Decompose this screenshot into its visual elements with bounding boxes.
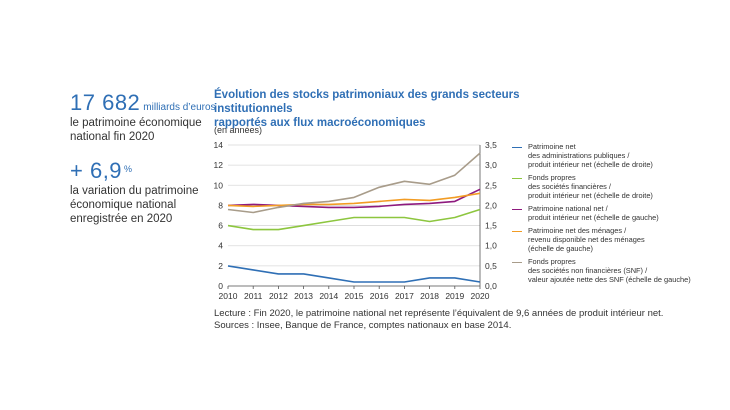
chart-sources: Sources : Insee, Banque de France, compt… (214, 320, 512, 331)
x-tick-label: 2015 (345, 291, 364, 301)
chart-footer: Lecture : Fin 2020, le patrimoine nation… (214, 308, 663, 332)
legend-item-2: Patrimoine national net / produit intéri… (512, 204, 722, 222)
legend-label: Patrimoine net des ménages / revenu disp… (528, 226, 645, 253)
kpi-unit: milliards d’euros (143, 102, 216, 113)
chart-title-line: rapportés aux flux macroéconomiques (214, 117, 426, 129)
legend-swatch (512, 231, 522, 232)
x-tick-label: 2012 (269, 291, 288, 301)
kpi-variation: + 6,9% la variation du patrimoine économ… (70, 158, 199, 226)
y-left-tick-label: 10 (214, 180, 224, 190)
chart-reading-note: Lecture : Fin 2020, le patrimoine nation… (214, 308, 664, 319)
y-left-tick-label: 14 (214, 140, 224, 150)
kpi-patrimoine: 17 682 milliards d’euros le patrimoine éc… (70, 90, 216, 144)
legend-label: Fonds propres des sociétés non financièr… (528, 257, 691, 284)
y-left-tick-label: 6 (218, 221, 223, 231)
kpi-value: + 6,9 (70, 158, 123, 183)
legend-swatch (512, 178, 522, 179)
x-tick-label: 2014 (319, 291, 338, 301)
series-line-3 (227, 192, 481, 208)
chart-legend: Patrimoine net des administrations publi… (512, 142, 722, 288)
chart-title-line: Évolution des stocks patrimoniaux des gr… (214, 89, 520, 115)
legend-item-1: Fonds propres des sociétés financières /… (512, 173, 722, 200)
chart-title: Évolution des stocks patrimoniaux des gr… (214, 88, 574, 130)
y-right-tick-label: 3,0 (485, 160, 497, 170)
legend-label: Fonds propres des sociétés financières /… (528, 173, 653, 200)
series-line-0 (227, 265, 481, 283)
y-right-tick-label: 0,5 (485, 261, 497, 271)
legend-item-4: Fonds propres des sociétés non financièr… (512, 257, 722, 284)
x-tick-label: 2018 (420, 291, 439, 301)
legend-swatch (512, 209, 522, 210)
x-tick-label: 2020 (471, 291, 490, 301)
y-left-tick-label: 4 (218, 241, 223, 251)
series-line-1 (227, 208, 481, 231)
kpi-value: 17 682 (70, 90, 141, 115)
legend-label: Patrimoine net des administrations publi… (528, 142, 653, 169)
legend-item-3: Patrimoine net des ménages / revenu disp… (512, 226, 722, 253)
y-right-tick-label: 1,5 (485, 221, 497, 231)
y-left-tick-label: 2 (218, 261, 223, 271)
y-right-tick-label: 1,0 (485, 241, 497, 251)
x-tick-label: 2013 (294, 291, 313, 301)
x-tick-label: 2011 (244, 291, 263, 301)
chart-unit-label: (en années) (214, 125, 263, 135)
x-tick-label: 2017 (395, 291, 414, 301)
kpi-desc-line: enregistrée en 2020 (70, 213, 173, 225)
y-right-tick-label: 2,5 (485, 180, 497, 190)
y-right-tick-label: 0,0 (485, 281, 497, 291)
y-left-tick-label: 0 (218, 281, 223, 291)
y-left-tick-label: 8 (218, 200, 223, 210)
y-right-tick-label: 3,5 (485, 140, 497, 150)
legend-item-0: Patrimoine net des administrations publi… (512, 142, 722, 169)
legend-swatch (512, 147, 522, 148)
kpi-unit: % (124, 163, 133, 174)
x-tick-label: 2019 (445, 291, 464, 301)
kpi-desc-line: économique national (70, 199, 177, 211)
x-tick-label: 2016 (370, 291, 389, 301)
x-tick-label: 2010 (219, 291, 238, 301)
kpi-desc-line: national fin 2020 (70, 131, 155, 143)
legend-swatch (512, 262, 522, 263)
kpi-desc-line: la variation du patrimoine (70, 185, 199, 197)
legend-label: Patrimoine national net / produit intéri… (528, 204, 659, 222)
kpi-desc-line: le patrimoine économique (70, 117, 202, 129)
y-right-tick-label: 2,0 (485, 200, 497, 210)
series-line-4 (227, 152, 481, 214)
y-left-tick-label: 12 (214, 160, 224, 170)
